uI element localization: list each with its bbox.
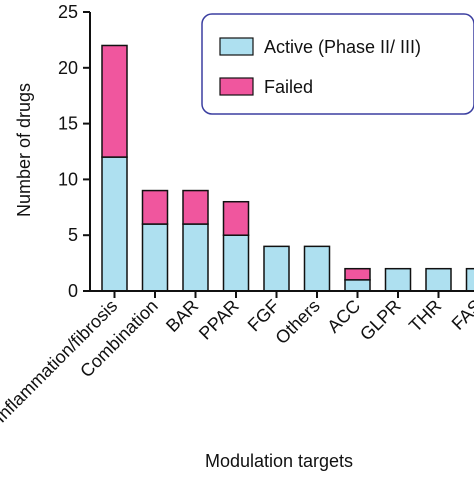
bar-failed-segment: [345, 269, 370, 280]
y-axis-ticks: 0 5 10 15 20 25: [58, 2, 90, 301]
legend: Active (Phase II/ III) Failed: [202, 14, 474, 114]
y-tick-label: 10: [58, 169, 78, 189]
legend-label-active: Active (Phase II/ III): [264, 37, 421, 57]
bar-failed-segment: [143, 191, 168, 224]
bar-active-segment: [143, 224, 168, 291]
y-axis-title: Number of drugs: [14, 83, 34, 217]
x-tick-label: THR: [405, 296, 445, 336]
x-tick-label: PPAR: [195, 296, 243, 344]
y-tick-label: 0: [68, 281, 78, 301]
bar-active-segment: [102, 157, 127, 291]
bar-failed-segment: [102, 45, 127, 157]
bar-active-segment: [386, 269, 411, 291]
bar-active-segment: [345, 280, 370, 291]
y-tick-label: 20: [58, 58, 78, 78]
legend-box: [202, 14, 474, 114]
bar-active-segment: [183, 224, 208, 291]
legend-label-failed: Failed: [264, 77, 313, 97]
x-tick-label: FAS: [448, 296, 474, 334]
bar-failed-segment: [224, 202, 249, 235]
y-tick-label: 25: [58, 2, 78, 22]
y-tick-label: 5: [68, 225, 78, 245]
bar-active-segment: [224, 235, 249, 291]
legend-swatch-active: [220, 38, 253, 55]
bar-active-segment: [305, 246, 330, 291]
legend-swatch-failed: [220, 78, 253, 95]
x-tick-label: Others: [271, 296, 323, 348]
y-tick-label: 15: [58, 114, 78, 134]
bar-active-segment: [264, 246, 289, 291]
bar-active-segment: [467, 269, 474, 291]
x-axis-title: Modulation targets: [205, 451, 353, 471]
bar-active-segment: [426, 269, 451, 291]
x-tick-label: GLPR: [356, 296, 405, 345]
bar-failed-segment: [183, 191, 208, 224]
